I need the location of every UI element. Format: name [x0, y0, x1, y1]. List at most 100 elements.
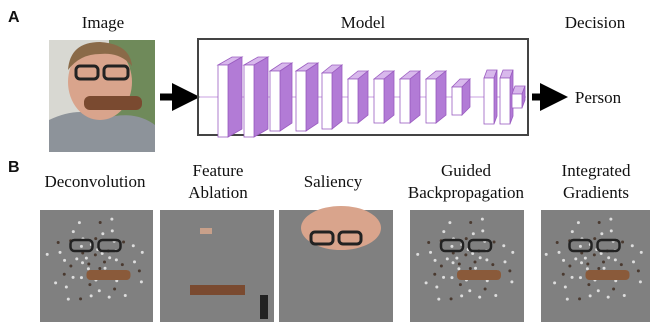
attribution-map — [40, 210, 153, 322]
speck — [79, 297, 82, 300]
layer — [244, 65, 254, 137]
speck — [479, 256, 482, 259]
speck — [46, 253, 49, 256]
speck — [448, 221, 451, 224]
method-label: Integrated — [562, 161, 631, 180]
speck — [108, 296, 111, 299]
speck — [593, 253, 596, 256]
speck — [132, 244, 135, 247]
speck — [98, 289, 101, 292]
speck — [586, 267, 589, 270]
speck — [72, 230, 75, 233]
layer — [436, 71, 446, 123]
speck — [579, 276, 582, 279]
panel-label: B — [8, 159, 20, 176]
speck — [558, 251, 561, 254]
speck — [632, 260, 635, 263]
speck — [465, 237, 468, 240]
speck — [440, 265, 443, 268]
layer — [400, 79, 410, 123]
speck — [450, 276, 453, 279]
speck — [597, 289, 600, 292]
speck — [578, 297, 581, 300]
speck — [607, 256, 610, 259]
layer — [358, 71, 368, 123]
speck — [442, 230, 445, 233]
layer — [254, 57, 268, 137]
speck — [88, 283, 91, 286]
speck — [450, 297, 453, 300]
speck — [494, 294, 497, 297]
speck — [460, 294, 463, 297]
speck — [69, 265, 72, 268]
speck — [637, 269, 640, 272]
speck — [72, 276, 75, 279]
speck — [508, 269, 511, 272]
speck — [65, 286, 68, 289]
speck — [122, 241, 125, 244]
speck — [87, 267, 90, 270]
speck — [108, 256, 111, 259]
speck — [580, 261, 583, 264]
speck — [568, 265, 571, 268]
speck — [493, 241, 496, 244]
method-label: Deconvolution — [44, 172, 146, 191]
layer — [484, 78, 494, 124]
speck — [468, 289, 471, 292]
speck — [620, 263, 623, 266]
speck — [484, 287, 487, 290]
layer — [384, 71, 394, 123]
speck — [481, 218, 484, 221]
speck — [566, 298, 569, 301]
speck — [485, 258, 488, 261]
speck — [631, 244, 634, 247]
speck — [587, 283, 590, 286]
speck — [553, 281, 556, 284]
method-label: Guided — [441, 161, 492, 180]
patch — [190, 285, 245, 295]
speck — [478, 296, 481, 299]
speck — [54, 281, 57, 284]
figure: A Image Model Decision Person B Deconvol… — [0, 0, 650, 322]
speck — [80, 276, 83, 279]
speck — [640, 251, 643, 254]
input-photo — [49, 40, 155, 152]
layer — [280, 63, 292, 131]
speck — [59, 251, 62, 254]
layer — [494, 70, 497, 124]
speck — [446, 257, 449, 260]
speck — [577, 221, 580, 224]
speck — [598, 221, 601, 224]
speck — [94, 237, 97, 240]
speck — [609, 218, 612, 221]
speck — [138, 269, 141, 272]
speck — [429, 251, 432, 254]
speck — [103, 261, 106, 264]
speck — [593, 237, 596, 240]
speck — [481, 229, 484, 232]
speck — [562, 259, 565, 262]
method-label: Feature — [193, 161, 244, 180]
speck — [510, 280, 513, 283]
speck — [464, 253, 467, 256]
speck — [474, 261, 477, 264]
speck — [140, 280, 143, 283]
speck — [589, 294, 592, 297]
speck — [111, 229, 114, 232]
speck — [450, 245, 453, 248]
speck — [121, 263, 124, 266]
speck — [63, 259, 66, 262]
speck — [503, 260, 506, 263]
method-label: Saliency — [304, 172, 363, 191]
speck — [600, 232, 603, 235]
layer — [410, 71, 420, 123]
speck — [434, 259, 437, 262]
speck — [63, 273, 66, 276]
speck — [124, 294, 127, 297]
speck — [556, 241, 559, 244]
panel-label: A — [8, 9, 20, 26]
speck — [639, 280, 642, 283]
speck — [511, 251, 514, 254]
speck — [458, 263, 461, 266]
layer — [270, 71, 280, 131]
